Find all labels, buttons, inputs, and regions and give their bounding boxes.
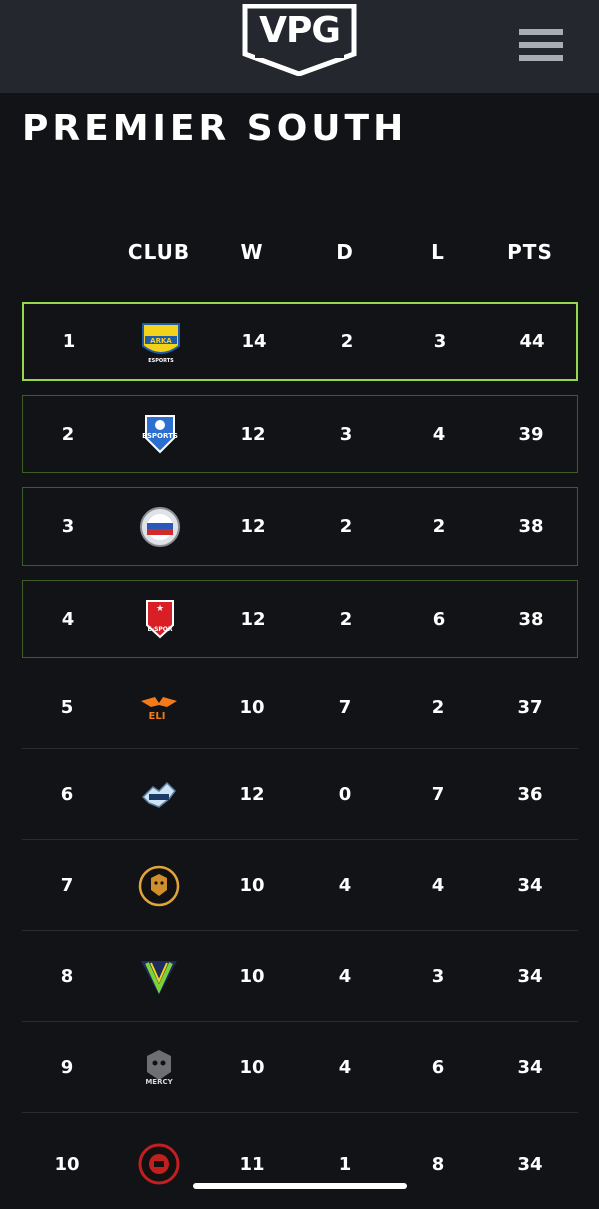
star-shield-badge-icon: ★ E-SPOR <box>146 600 174 639</box>
row-position: 1 <box>62 331 76 352</box>
row-position: 10 <box>54 1153 80 1175</box>
logo-shield-icon <box>242 3 357 77</box>
wins-value: 10 <box>239 1057 265 1078</box>
points-value: 34 <box>517 966 543 987</box>
col-header-d: D <box>336 240 354 264</box>
draws-value: 1 <box>338 1153 352 1175</box>
losses-value: 3 <box>431 966 445 987</box>
club-badge[interactable] <box>119 750 199 839</box>
club-badge[interactable] <box>119 932 199 1021</box>
wins-value: 12 <box>240 516 266 537</box>
points-value: 34 <box>517 1057 543 1078</box>
draws-value: 4 <box>338 875 352 896</box>
club-badge[interactable] <box>119 1119 199 1209</box>
red-round-badge-icon <box>138 1143 180 1185</box>
col-header-club: CLUB <box>127 240 191 264</box>
row-position: 5 <box>60 696 74 718</box>
points-value: 36 <box>517 784 543 805</box>
losses-value: 4 <box>431 875 445 896</box>
club-badge[interactable]: ★ E-SPOR <box>120 581 200 657</box>
losses-value: 2 <box>431 696 445 718</box>
col-header-w: W <box>240 240 264 264</box>
wins-value: 10 <box>239 966 265 987</box>
top-bar: VPG <box>0 0 599 93</box>
losses-value: 3 <box>433 331 447 352</box>
row-position: 8 <box>60 966 74 987</box>
club-badge[interactable]: MERCY <box>119 1023 199 1112</box>
draws-value: 2 <box>339 608 353 630</box>
club-badge[interactable] <box>119 841 199 930</box>
eli-wings-badge-icon: ELI <box>141 697 177 722</box>
table-row[interactable]: 6 12 0 7 36 <box>22 750 578 840</box>
round-flag-badge-icon <box>140 506 180 547</box>
esports-shield-badge-icon: ESPORTS <box>142 415 178 454</box>
logo-text: VPG <box>259 10 341 51</box>
losses-value: 6 <box>431 1057 445 1078</box>
wins-value: 12 <box>239 784 265 805</box>
table-row[interactable]: 3 12 2 2 38 <box>22 487 578 566</box>
row-position: 7 <box>60 875 74 896</box>
hamburger-menu-icon[interactable] <box>519 29 563 61</box>
table-row[interactable]: 1 ARKA ESPORTS 14 2 3 44 <box>22 302 578 381</box>
points-value: 34 <box>517 875 543 896</box>
vpg-logo[interactable]: VPG <box>241 3 358 77</box>
eagle-badge-icon <box>141 781 176 808</box>
col-header-pts: PTS <box>507 240 553 264</box>
row-position: 4 <box>61 608 75 630</box>
row-position: 6 <box>60 784 74 805</box>
svg-text:E-SPOR: E-SPOR <box>147 626 172 633</box>
wins-value: 10 <box>239 696 265 718</box>
wins-value: 11 <box>239 1153 265 1175</box>
row-position: 3 <box>61 516 75 537</box>
svg-text:ELI: ELI <box>149 711 166 722</box>
losses-value: 4 <box>432 423 446 445</box>
table-row[interactable]: 4 ★ E-SPOR 12 2 6 38 <box>22 580 578 658</box>
table-row[interactable]: 7 10 4 4 34 <box>22 841 578 931</box>
club-badge[interactable]: ESPORTS <box>120 396 200 472</box>
wins-value: 10 <box>239 875 265 896</box>
table-row[interactable]: 5 ELI 10 7 2 37 <box>22 666 578 749</box>
points-value: 38 <box>518 516 544 537</box>
draws-value: 7 <box>338 696 352 718</box>
svg-text:MERCY: MERCY <box>145 1078 173 1086</box>
row-position: 9 <box>60 1057 74 1078</box>
table-row[interactable]: 8 10 4 3 34 <box>22 932 578 1022</box>
losses-value: 6 <box>432 608 446 630</box>
v-triangle-badge-icon <box>141 960 177 995</box>
home-indicator[interactable] <box>193 1183 407 1189</box>
points-value: 37 <box>517 696 543 718</box>
mercy-skull-badge-icon: MERCY <box>145 1049 174 1086</box>
draws-value: 0 <box>338 784 352 805</box>
wins-value: 12 <box>240 423 266 445</box>
wins-value: 14 <box>241 331 267 352</box>
draws-value: 2 <box>340 331 354 352</box>
club-badge[interactable] <box>120 488 200 565</box>
points-value: 38 <box>518 608 544 630</box>
wins-value: 12 <box>240 608 266 630</box>
points-value: 39 <box>518 423 544 445</box>
svg-text:ESPORTS: ESPORTS <box>142 432 178 440</box>
losses-value: 7 <box>431 784 445 805</box>
table-row[interactable]: 10 11 1 8 34 <box>22 1119 578 1209</box>
table-row[interactable]: 9 MERCY 10 4 6 34 <box>22 1023 578 1113</box>
losses-value: 8 <box>431 1153 445 1175</box>
club-badge[interactable]: ELI <box>119 666 199 748</box>
points-value: 34 <box>517 1153 543 1175</box>
points-value: 44 <box>519 331 545 352</box>
page-title: PREMIER SOUTH <box>22 108 408 149</box>
col-header-l: L <box>431 240 445 264</box>
svg-text:ESPORTS: ESPORTS <box>148 358 174 364</box>
tiger-round-badge-icon <box>138 865 180 906</box>
arka-esports-badge-icon: ARKA ESPORTS <box>142 322 180 364</box>
draws-value: 2 <box>339 516 353 537</box>
svg-text:ARKA: ARKA <box>150 337 172 345</box>
table-row[interactable]: 2 ESPORTS 12 3 4 39 <box>22 395 578 473</box>
draws-value: 4 <box>338 1057 352 1078</box>
row-position: 2 <box>61 423 75 445</box>
svg-text:★: ★ <box>156 604 164 614</box>
losses-value: 2 <box>432 516 446 537</box>
club-badge[interactable]: ARKA ESPORTS <box>121 304 201 379</box>
draws-value: 3 <box>339 423 353 445</box>
draws-value: 4 <box>338 966 352 987</box>
